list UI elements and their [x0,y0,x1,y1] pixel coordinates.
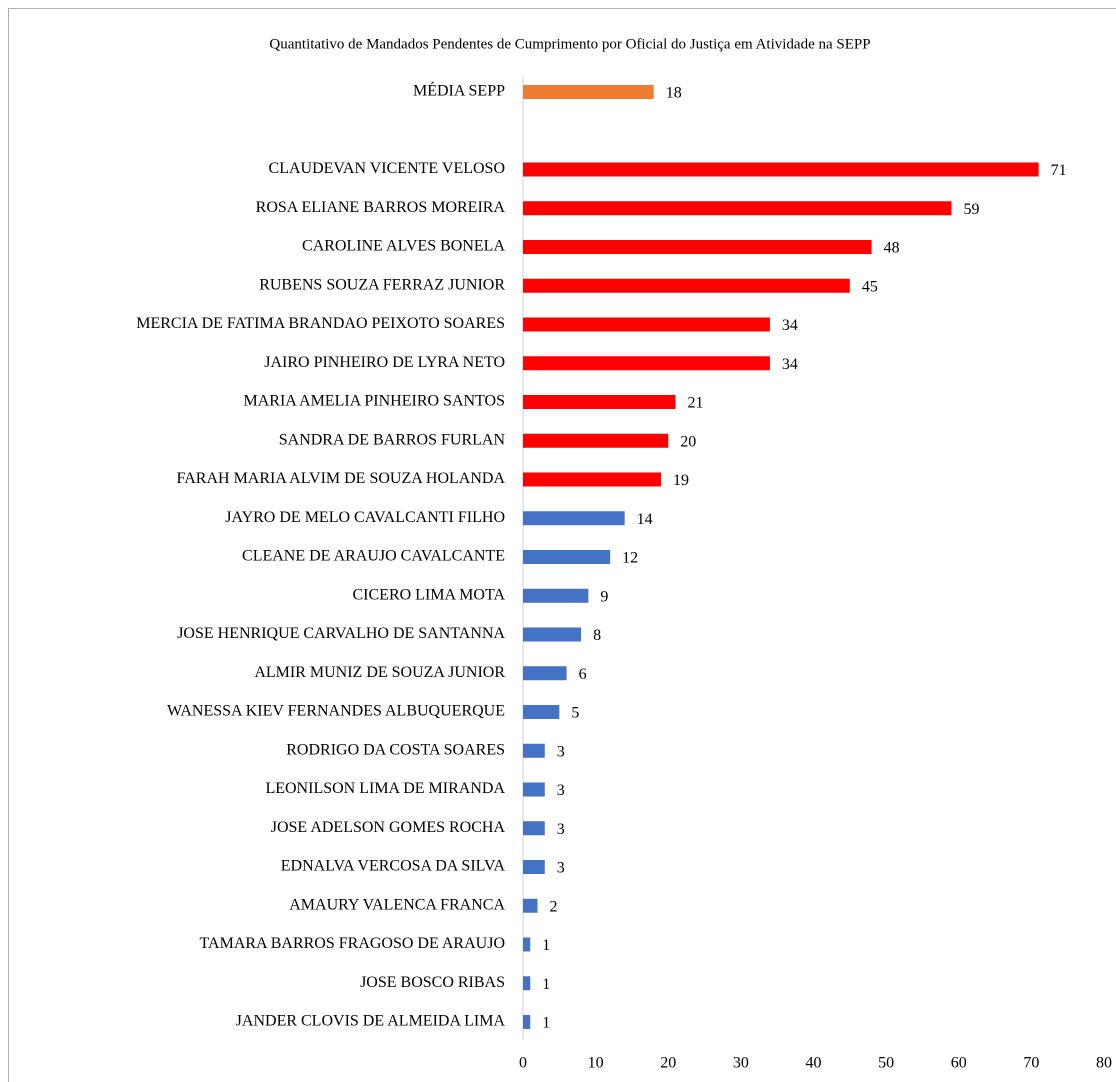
value-label: 45 [862,278,878,295]
y-tick-label: FARAH MARIA ALVIM DE SOUZA HOLANDA [177,470,506,487]
value-label: 14 [637,511,653,528]
value-label: 3 [557,782,565,799]
x-tick-label: 50 [878,1055,894,1072]
value-label: 3 [557,860,565,877]
y-tick-label: CICERO LIMA MOTA [353,586,506,603]
value-label: 34 [782,317,798,334]
x-tick-label: 60 [951,1055,967,1072]
value-label: 59 [963,201,979,218]
bar [523,395,676,409]
y-tick-label: EDNALVA VERCOSA DA SILVA [281,858,506,875]
bar [523,860,545,874]
bar [523,666,567,681]
bar [523,782,545,797]
value-label: 5 [571,705,579,722]
value-label: 9 [600,588,608,605]
value-label: 6 [579,666,587,683]
y-tick-label: JAIRO PINHEIRO DE LYRA NETO [264,354,505,371]
bar [523,898,538,913]
y-tick-label: JAYRO DE MELO CAVALCANTI FILHO [225,509,505,526]
y-tick-label: LEONILSON LIMA DE MIRANDA [265,780,505,797]
x-tick-label: 40 [806,1055,822,1072]
y-tick-label: RUBENS SOUZA FERRAZ JUNIOR [259,276,505,293]
bar [523,821,545,836]
y-tick-label: WANESSA KIEV FERNANDES ALBUQUERQUE [167,703,505,720]
y-tick-label: ALMIR MUNIZ DE SOUZA JUNIOR [254,664,505,681]
x-tick-label: 10 [588,1055,604,1072]
bar [523,627,582,642]
bar [523,433,669,448]
value-label: 18 [666,85,682,102]
value-label: 12 [622,550,638,567]
bar [523,511,625,526]
bar [523,588,589,603]
value-label: 19 [673,472,689,489]
value-label: 71 [1051,162,1067,179]
value-label: 34 [782,356,798,373]
y-tick-label: RODRIGO DA COSTA SOARES [286,741,505,758]
value-label: 2 [550,898,558,915]
bar [523,278,850,293]
value-label: 8 [593,627,601,644]
y-tick-label: JOSE HENRIQUE CARVALHO DE SANTANNA [177,625,505,642]
bar [523,317,770,332]
bar [523,162,1039,177]
y-tick-label: CAROLINE ALVES BONELA [302,238,505,255]
y-tick-label: CLEANE DE ARAUJO CAVALCANTE [242,548,505,565]
bar [523,705,560,719]
y-tick-label: MERCIA DE FATIMA BRANDAO PEIXOTO SOARES [136,315,505,332]
bar [523,201,952,216]
y-tick-label: CLAUDEVAN VICENTE VELOSO [269,160,505,177]
x-tick-label: 30 [733,1055,749,1072]
bar [523,1015,531,1029]
x-tick-label: 20 [660,1055,676,1072]
bar [523,472,661,487]
value-label: 48 [884,240,900,257]
y-tick-label: JANDER CLOVIS DE ALMEIDA LIMA [236,1013,506,1030]
bar [523,976,531,991]
value-label: 1 [542,1015,550,1032]
y-tick-label: JOSE BOSCO RIBAS [360,974,505,991]
y-tick-label: TAMARA BARROS FRAGOSO DE ARAUJO [200,935,505,952]
value-label: 21 [688,395,704,412]
y-tick-label: AMAURY VALENCA FRANCA [289,896,505,913]
x-tick-label: 80 [1096,1055,1112,1072]
bar [523,937,531,952]
bar [523,743,545,758]
chart-title: Quantitativo de Mandados Pendentes de Cu… [269,36,870,52]
y-tick-label: JOSE ADELSON GOMES ROCHA [271,819,506,836]
chart-frame [8,8,1116,1082]
value-label: 20 [680,433,696,450]
value-label: 1 [542,976,550,993]
bar [523,356,770,371]
value-label: 3 [557,743,565,760]
x-tick-label: 70 [1023,1055,1039,1072]
x-tick-label: 0 [519,1055,527,1072]
y-tick-label: MARIA AMELIA PINHEIRO SANTOS [243,393,505,410]
bar [523,240,872,254]
bar [523,85,654,99]
value-label: 3 [557,821,565,838]
y-tick-label: ROSA ELIANE BARROS MOREIRA [256,199,506,216]
y-tick-label: MÉDIA SEPP [413,81,505,100]
value-label: 1 [542,937,550,954]
y-tick-label: SANDRA DE BARROS FURLAN [279,431,506,448]
bar [523,550,611,564]
